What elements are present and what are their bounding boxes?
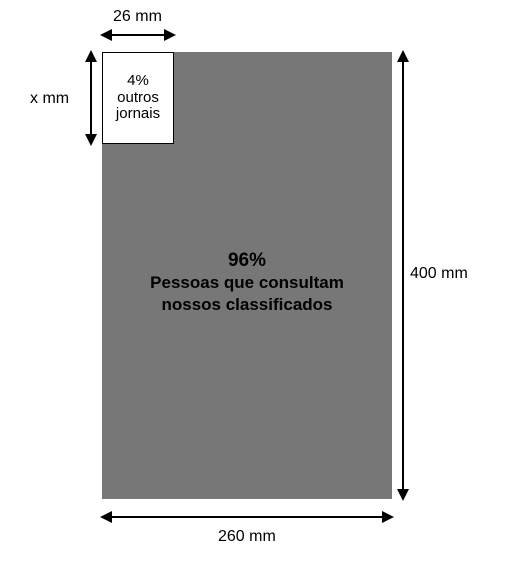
dim-top-arrow-right bbox=[164, 29, 176, 41]
dim-bottom-arrow-right bbox=[382, 511, 394, 523]
main-text: Pessoas que consultamnossos classificado… bbox=[102, 272, 392, 315]
dim-left-line bbox=[90, 52, 92, 144]
dim-right-line bbox=[402, 52, 404, 499]
dim-top-label: 26 mm bbox=[113, 8, 162, 26]
main-percent: 96% bbox=[102, 249, 392, 273]
dim-left-arrow-down bbox=[85, 134, 97, 146]
inset-rectangle: 4% outrosjornais bbox=[102, 52, 174, 144]
main-label: 96% Pessoas que consultamnossos classifi… bbox=[102, 249, 392, 315]
dim-bottom-line bbox=[102, 516, 392, 518]
dim-right-arrow-down bbox=[397, 489, 409, 501]
dim-left-arrow-up bbox=[85, 50, 97, 62]
dim-left-label: x mm bbox=[30, 90, 69, 108]
dim-right-label: 400 mm bbox=[410, 265, 468, 283]
dim-top-arrow-left bbox=[100, 29, 112, 41]
inset-text: outrosjornais bbox=[116, 90, 160, 123]
inset-percent: 4% bbox=[127, 73, 149, 90]
dim-bottom-arrow-left bbox=[100, 511, 112, 523]
dim-right-arrow-up bbox=[397, 50, 409, 62]
dim-bottom-label: 260 mm bbox=[218, 528, 276, 546]
